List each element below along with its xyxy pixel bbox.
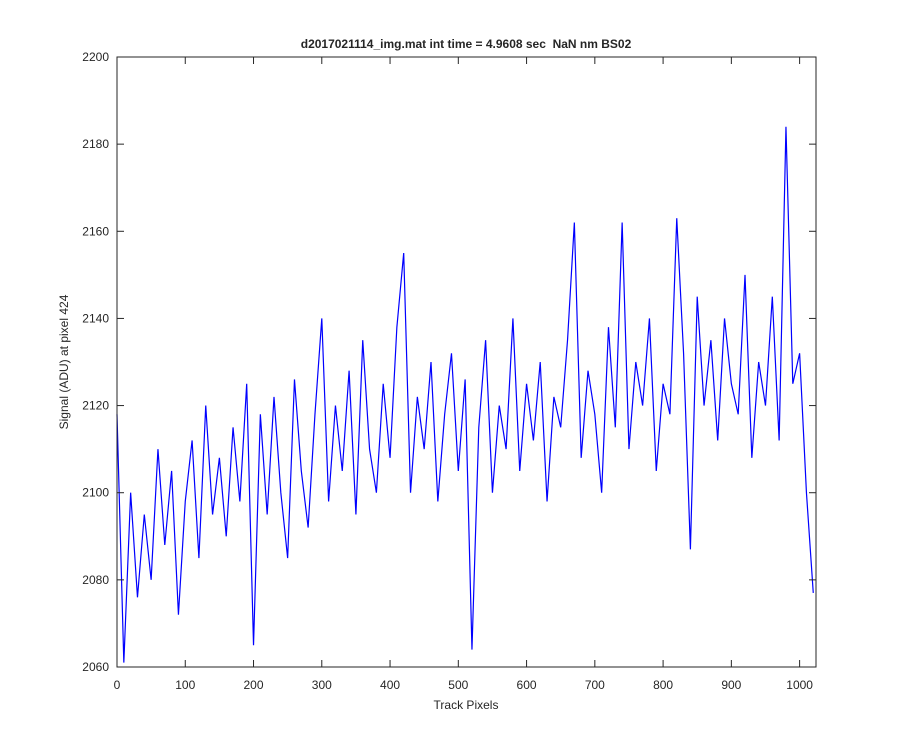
x-tick-label: 700: [585, 678, 605, 692]
y-tick-label: 2080: [82, 573, 109, 587]
x-tick-label: 0: [114, 678, 121, 692]
y-tick-label: 2060: [82, 660, 109, 674]
y-tick-label: 2140: [82, 311, 109, 325]
x-tick-label: 300: [312, 678, 332, 692]
x-tick-label: 100: [175, 678, 195, 692]
y-tick-label: 2120: [82, 399, 109, 413]
y-tick-label: 2160: [82, 224, 109, 238]
x-axis-label: Track Pixels: [434, 698, 499, 712]
data-line: [116, 126, 814, 663]
y-tick-label: 2100: [82, 486, 109, 500]
x-tick-label: 200: [244, 678, 264, 692]
x-tick-label: 900: [721, 678, 741, 692]
axes-box: [116, 56, 817, 668]
y-tick-label: 2180: [82, 137, 109, 151]
y-axis-label: Signal (ADU) at pixel 424: [57, 294, 71, 429]
x-tick-label: 800: [653, 678, 673, 692]
x-tick-label: 500: [448, 678, 468, 692]
plot-area: [117, 57, 816, 667]
x-tick-label: 1000: [786, 678, 813, 692]
x-tick-label: 400: [380, 678, 400, 692]
x-tick-label: 600: [517, 678, 537, 692]
chart-title: d2017021114_img.mat int time = 4.9608 se…: [301, 37, 632, 51]
y-tick-label: 2200: [82, 50, 109, 64]
